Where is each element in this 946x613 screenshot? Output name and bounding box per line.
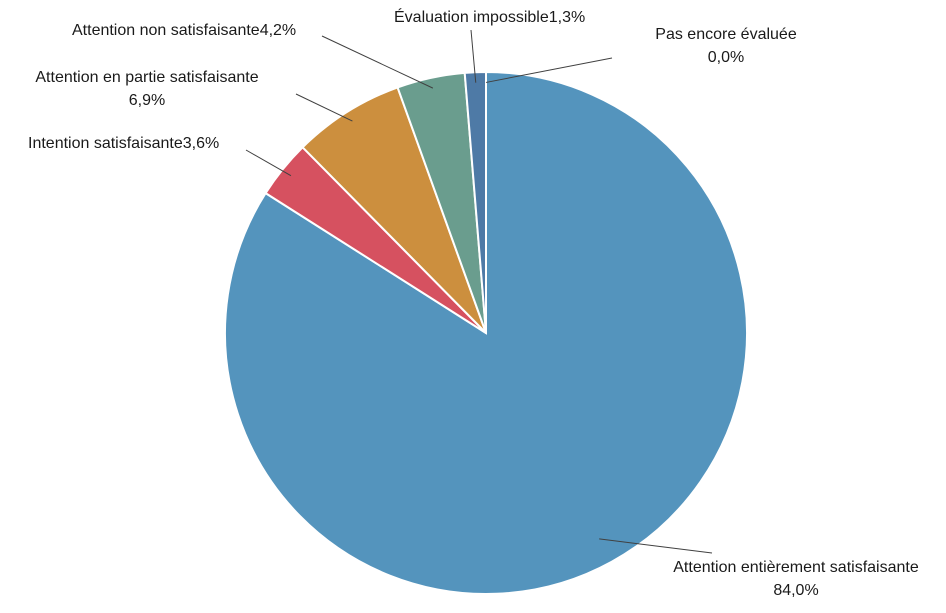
slice-label-name: Intention satisfaisante (28, 135, 183, 152)
slice-value-text: 84,0% (773, 582, 818, 599)
slice-label-attention-non: Attention non satisfaisante4,2% (72, 22, 296, 39)
slice-label-attention-en-partie: Attention en partie satisfaisante 6,9% (35, 69, 258, 109)
leader-line-attention-non (321, 35, 434, 89)
leader-lines (245, 29, 713, 554)
slice-value-text: 0,0% (708, 49, 744, 66)
slice-value-text: 6,9% (129, 92, 165, 109)
slice-value-text: 3,6% (183, 135, 219, 152)
pie-slice-attention-en-partie (301, 86, 487, 334)
slice-label-text: Attention en partie satisfaisante (35, 69, 258, 86)
slice-label-text: Attention non satisfaisante4,2% (72, 22, 296, 39)
pie-slice-evaluation-impossible (463, 70, 487, 334)
slice-label-name: Attention non satisfaisante (72, 22, 260, 39)
pie-slice-attention-entierement (224, 70, 748, 595)
slice-value-text: 4,2% (260, 22, 296, 39)
slice-label-text: Attention entièrement satisfaisante (673, 559, 919, 576)
slice-label-evaluation-impossible: Évaluation impossible1,3% (394, 7, 585, 26)
leader-line-attention-entierement (599, 538, 713, 554)
slice-label-attention-entierement: Attention entièrement satisfaisante 84,0… (673, 559, 919, 599)
slice-label-intention-satisfaisante: Intention satisfaisante3,6% (28, 135, 219, 152)
leader-line-attention-en-partie (295, 93, 353, 122)
slice-label-text: Intention satisfaisante3,6% (28, 135, 219, 152)
pie-slices (224, 70, 748, 595)
leader-line-intention-satisfaisante (245, 149, 292, 177)
slice-value-text: 1,3% (549, 9, 585, 26)
leader-line-pas-encore (485, 57, 613, 83)
leader-line-evaluation-impossible (470, 29, 477, 83)
slice-label-text: Évaluation impossible1,3% (394, 7, 585, 26)
slice-label-text: Pas encore évaluée (655, 26, 797, 43)
slice-label-pas-encore: Pas encore évaluée 0,0% (655, 26, 797, 66)
slice-label-name: Évaluation impossible (394, 7, 549, 26)
